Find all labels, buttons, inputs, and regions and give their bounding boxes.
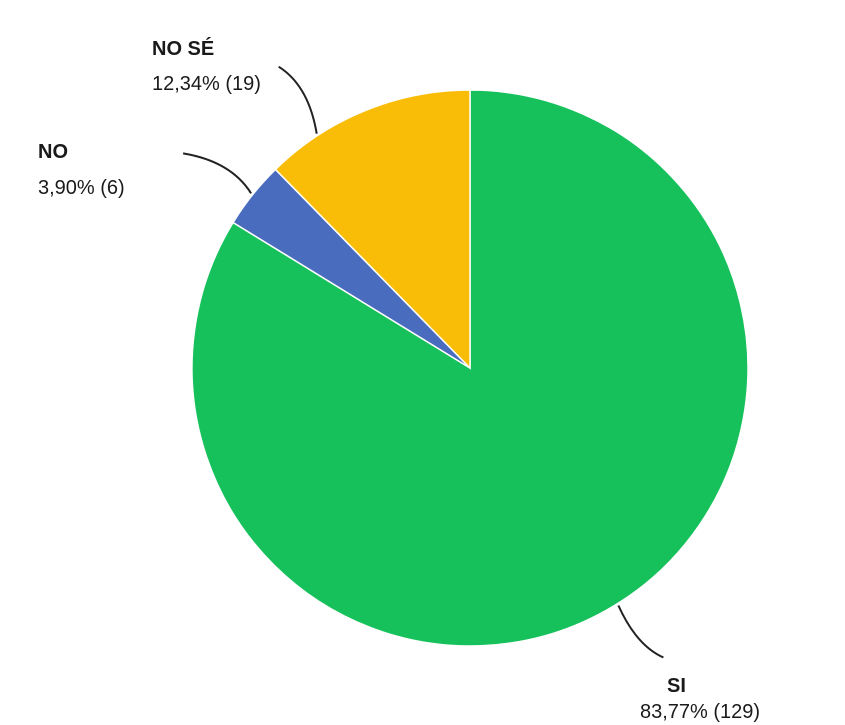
slice-label-no: NO 3,90% (6) bbox=[38, 141, 125, 199]
slice-label-si: SI 83,77% (129) bbox=[640, 675, 760, 723]
callout-line-si bbox=[617, 605, 664, 659]
pie-slice-no-se bbox=[274, 89, 471, 370]
slice-label-no-se-name: NO SÉ bbox=[152, 37, 214, 60]
slice-label-si-value: 83,77% (129) bbox=[640, 701, 760, 723]
slice-label-no-se-value: 12,34% (19) bbox=[152, 73, 261, 95]
pie-slices bbox=[191, 89, 749, 647]
callout-line-no bbox=[182, 152, 252, 194]
callout-line-no-se bbox=[278, 65, 318, 134]
slice-label-no-name: NO bbox=[38, 141, 68, 163]
slice-label-no-value: 3,90% (6) bbox=[38, 177, 125, 199]
slice-label-si-name: SI bbox=[667, 675, 686, 697]
callout-lines bbox=[182, 65, 664, 659]
slice-label-no-se: NO SÉ 12,34% (19) bbox=[152, 37, 261, 95]
